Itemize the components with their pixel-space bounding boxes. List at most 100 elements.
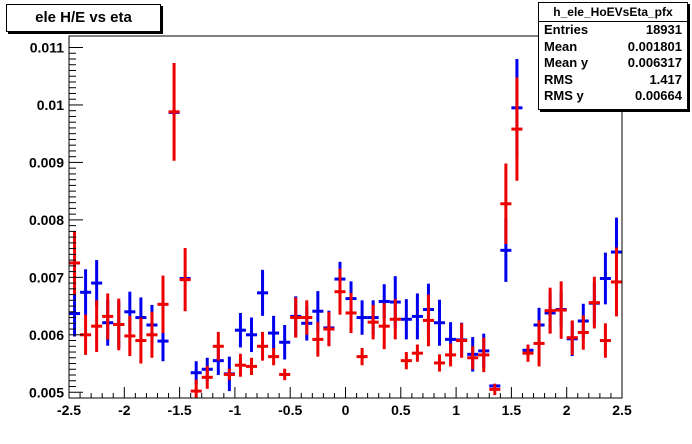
data-point [555,281,567,339]
data-point [566,320,578,355]
data-point [588,276,600,329]
data-point [135,317,147,364]
data-marks [69,58,622,398]
x-tick-label: -1.5 [168,402,192,418]
data-point [223,368,235,381]
data-point [190,379,202,398]
stats-row: Mean 0.001801 [539,39,687,56]
x-tick-label: 0 [342,402,350,418]
data-point [245,317,258,353]
stats-value: 0.001801 [627,38,682,54]
data-point [201,365,213,389]
stats-key: RMS y [544,88,584,103]
stats-value: 18931 [645,22,682,37]
stats-key: Mean [544,38,578,54]
data-point [102,293,114,340]
data-point [124,315,136,357]
y-tick-label: 0.005 [29,384,64,400]
data-point [610,247,622,317]
x-tick-label: 2.5 [612,402,632,418]
stats-key: RMS [544,71,573,87]
x-tick-label: 0.5 [391,402,411,418]
data-point [599,252,611,305]
data-point [400,299,412,340]
data-point [168,63,180,161]
data-point [279,325,291,360]
stats-box: h_ele_HoEVsEta_pfx Entries 18931 Mean 0.00… [538,2,688,110]
data-point [268,348,280,366]
data-point [69,231,81,295]
data-point [356,348,368,366]
data-point [389,299,401,340]
y-tick-label: 0.01 [37,97,64,113]
data-point [478,337,490,373]
data-point [146,311,158,358]
data-point [245,357,258,376]
data-point [422,294,434,347]
stats-box-name: h_ele_HoEVsEta_pfx [539,3,687,22]
data-point [522,344,534,362]
y-tick-label: 0.011 [30,39,64,55]
stats-row: RMS 1.417 [539,72,687,89]
stats-value: 0.00664 [635,88,682,103]
data-point [268,315,280,351]
data-point [345,292,357,334]
data-point [378,303,390,350]
x-tick-label: 2 [563,402,571,418]
data-point [511,77,523,181]
data-point [279,368,291,381]
data-point [80,269,92,316]
data-point [257,331,269,361]
data-point [400,352,412,370]
data-point [367,304,379,340]
x-tick-label: 1.5 [502,402,522,418]
data-point [456,323,468,358]
data-point [467,346,479,370]
data-point [234,312,246,348]
data-point [445,343,457,367]
chart-title: ele H/E vs eta [6,4,161,32]
data-point [69,290,81,337]
data-point [234,353,246,377]
data-point [113,298,125,351]
x-tick-label: -0.5 [278,402,302,418]
stats-key: Entries [544,22,589,37]
y-tick-label: 0.008 [29,212,64,228]
data-point [334,268,346,315]
stats-row: Mean y 0.006317 [539,55,687,72]
data-point [91,300,103,353]
data-point [157,275,169,334]
data-point [91,260,103,307]
data-point [290,297,302,338]
data-point [433,354,446,372]
data-point [533,320,545,367]
data-point [179,248,191,312]
data-point [544,287,556,334]
data-point [577,315,589,350]
data-point [301,300,313,335]
data-point [323,311,335,347]
y-tick-label: 0.006 [29,327,64,343]
stats-value: 1.417 [649,71,682,87]
data-point [356,300,368,335]
x-tick-label: -1 [229,402,242,418]
data-point [411,344,423,362]
stats-row: Entries 18931 [539,22,687,39]
data-point [411,293,423,340]
data-point [489,383,501,396]
x-tick-label: 1 [452,402,460,418]
x-tick-label: -2.5 [57,402,81,418]
x-tick-label: -2 [118,402,131,418]
data-point [433,299,446,346]
y-tick-label: 0.009 [29,154,64,170]
data-point [599,323,611,358]
data-point [312,322,324,357]
stats-key: Mean y [544,55,589,70]
data-point [212,331,224,361]
stats-value: 0.006317 [627,55,682,70]
y-tick-label: 0.007 [29,269,64,285]
stats-row: RMS y 0.00664 [539,88,687,105]
axes: -2.5 -2 -1.5 -1 -0.5 0 0.5 1 1.5 2 2.5 0.005 0.006 0.… [29,39,632,418]
data-point [257,269,269,316]
